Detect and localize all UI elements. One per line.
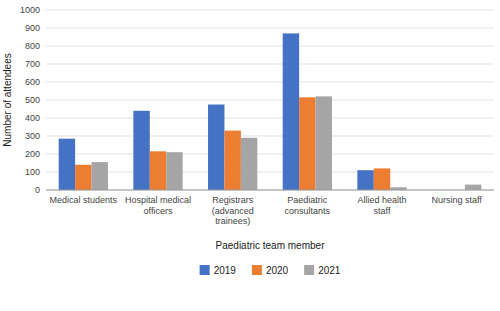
legend-label: 2021: [318, 265, 341, 276]
grid-line: [46, 118, 494, 119]
legend-swatch: [252, 265, 262, 275]
grid-line: [46, 82, 494, 83]
grid-line: [46, 46, 494, 47]
x-tick-label: Hospital medicalofficers: [125, 195, 191, 216]
bar: [133, 111, 149, 190]
grid-line: [46, 64, 494, 65]
bar: [465, 185, 481, 190]
y-tick-label: 900: [25, 23, 40, 33]
bar: [374, 168, 390, 190]
grid-line: [46, 172, 494, 173]
grid-line: [46, 10, 494, 11]
x-axis-title: Paediatric team member: [216, 240, 326, 251]
legend-label: 2019: [214, 265, 237, 276]
bar: [224, 131, 240, 190]
legend-swatch: [304, 265, 314, 275]
y-tick-label: 800: [25, 41, 40, 51]
x-tick-label: Nursing staff: [431, 195, 482, 205]
bar: [166, 152, 182, 190]
y-tick-label: 1000: [20, 5, 40, 15]
y-tick-label: 400: [25, 113, 40, 123]
y-axis-title: Number of attendees: [2, 53, 13, 146]
grid-line: [46, 154, 494, 155]
bar: [316, 96, 332, 190]
bar: [59, 139, 75, 190]
bar: [92, 162, 108, 190]
legend-swatch: [200, 265, 210, 275]
x-tick-label: Allied healthstaff: [357, 195, 406, 216]
y-tick-label: 0: [35, 185, 40, 195]
chart: 0 100 200 300 400 500 600 700 800 900 1000 Medical …: [0, 0, 500, 311]
grid-line: [46, 100, 494, 101]
legend: 2019 2020 2021: [200, 265, 341, 276]
legend-item: 2019: [200, 265, 237, 276]
bar: [299, 97, 315, 190]
y-tick-label: 200: [25, 149, 40, 159]
y-tick-label: 600: [25, 77, 40, 87]
bar: [75, 165, 91, 190]
bar: [241, 138, 257, 190]
grid: [46, 10, 494, 190]
x-tick-label: Paediatricconsultants: [285, 195, 331, 216]
bar: [150, 151, 166, 190]
grid-line: [46, 28, 494, 29]
y-tick-label: 100: [25, 167, 40, 177]
x-axis-line: [46, 190, 494, 191]
grid-line: [46, 190, 494, 191]
x-tick-label: Medical students: [50, 195, 118, 205]
y-tick-label: 700: [25, 59, 40, 69]
legend-item: 2020: [252, 265, 289, 276]
bar: [283, 33, 299, 190]
grid-line: [46, 136, 494, 137]
x-tick-label: Registrars(advancedtrainees): [212, 195, 254, 226]
y-tick-label: 500: [25, 95, 40, 105]
bar: [357, 170, 373, 190]
y-tick-label: 300: [25, 131, 40, 141]
legend-label: 2020: [266, 265, 289, 276]
legend-item: 2021: [304, 265, 341, 276]
bar: [208, 105, 224, 191]
bars: [59, 33, 482, 190]
